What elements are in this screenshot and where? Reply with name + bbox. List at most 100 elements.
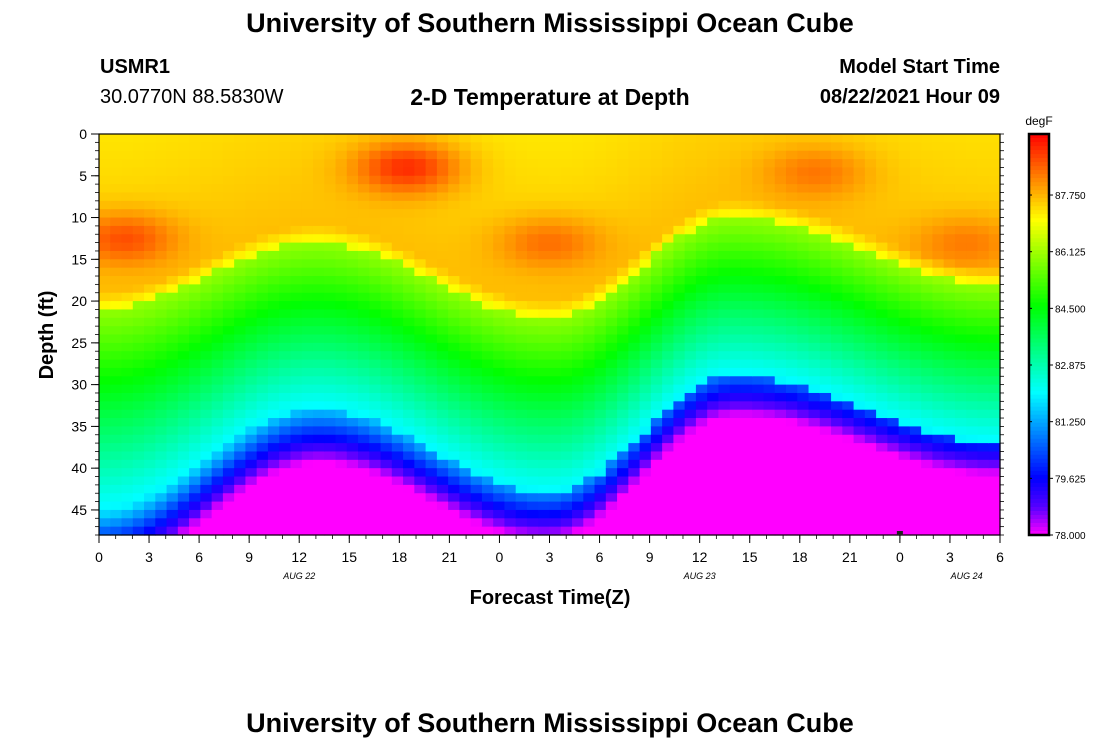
- heatmap-cell: [943, 426, 956, 436]
- heatmap-cell: [234, 476, 247, 486]
- heatmap-cell: [391, 200, 404, 210]
- heatmap-cell: [594, 359, 607, 369]
- heatmap-cell: [380, 284, 393, 294]
- heatmap-cell: [436, 509, 449, 519]
- heatmap-cell: [335, 518, 348, 528]
- heatmap-cell: [887, 276, 900, 285]
- heatmap-cell: [583, 242, 596, 252]
- heatmap-cell: [628, 376, 641, 386]
- heatmap-cell: [290, 317, 303, 327]
- heatmap-cell: [887, 200, 900, 210]
- heatmap-cell: [189, 150, 201, 160]
- heatmap-cell: [673, 242, 686, 252]
- heatmap-cell: [470, 351, 483, 361]
- heatmap-cell: [786, 409, 798, 419]
- heatmap-cell: [515, 409, 528, 419]
- heatmap-cell: [177, 134, 190, 143]
- heatmap-cell: [842, 317, 855, 327]
- colorbar-segment: [1029, 454, 1049, 460]
- heatmap-cell: [887, 284, 900, 294]
- heatmap-cell: [797, 209, 810, 219]
- heatmap-cell: [729, 167, 742, 177]
- heatmap-cell: [335, 392, 348, 402]
- heatmap-cell: [200, 484, 213, 494]
- heatmap-cell: [988, 192, 1001, 202]
- heatmap-cell: [605, 493, 618, 503]
- heatmap-cell: [481, 342, 494, 352]
- heatmap-cell: [189, 434, 201, 444]
- heatmap-cell: [155, 392, 168, 402]
- heatmap-cell: [166, 376, 179, 386]
- heatmap-cell: [301, 493, 314, 503]
- heatmap-cell: [436, 175, 449, 185]
- heatmap-cell: [312, 267, 325, 277]
- colorbar-segment: [1029, 530, 1049, 536]
- heatmap-cell: [470, 292, 483, 302]
- heatmap-cell: [549, 493, 562, 503]
- heatmap-cell: [639, 392, 652, 402]
- heatmap-cell: [166, 134, 179, 143]
- heatmap-cell: [436, 134, 449, 143]
- heatmap-cell: [425, 159, 438, 169]
- heatmap-cell: [605, 468, 618, 478]
- heatmap-cell: [718, 217, 731, 227]
- heatmap-cell: [650, 242, 663, 252]
- heatmap-cell: [538, 334, 551, 344]
- heatmap-cell: [481, 334, 494, 344]
- heatmap-cell: [403, 443, 415, 453]
- heatmap-cell: [369, 376, 382, 386]
- heatmap-cell: [797, 234, 810, 244]
- heatmap-cell: [729, 276, 742, 285]
- heatmap-cell: [538, 443, 551, 453]
- heatmap-cell: [189, 209, 201, 219]
- heatmap-cell: [740, 367, 753, 377]
- heatmap-cell: [740, 267, 753, 277]
- heatmap-cell: [436, 476, 449, 486]
- heatmap-cell: [549, 476, 562, 486]
- heatmap-cell: [335, 434, 348, 444]
- heatmap-cell: [797, 184, 810, 194]
- heatmap-cell: [155, 234, 168, 244]
- heatmap-cell: [279, 175, 292, 185]
- heatmap-cell: [943, 134, 956, 143]
- heatmap-cell: [560, 317, 573, 327]
- heatmap-cell: [189, 192, 201, 202]
- heatmap-cell: [279, 384, 292, 394]
- heatmap-cell: [695, 234, 708, 244]
- heatmap-cell: [909, 392, 922, 402]
- heatmap-cell: [718, 142, 731, 152]
- heatmap-cell: [200, 175, 213, 185]
- heatmap-cell: [245, 509, 258, 519]
- heatmap-cell: [774, 376, 787, 386]
- heatmap-cell: [707, 175, 720, 185]
- heatmap-cell: [504, 167, 517, 177]
- heatmap-cell: [425, 234, 438, 244]
- heatmap-cell: [707, 434, 720, 444]
- heatmap-cell: [189, 367, 201, 377]
- heatmap-cell: [752, 376, 765, 386]
- heatmap-cell: [200, 184, 213, 194]
- heatmap-cell: [481, 267, 494, 277]
- heatmap-cell: [358, 159, 370, 169]
- heatmap-cell: [729, 301, 742, 311]
- heatmap-cell: [425, 426, 438, 436]
- heatmap-cell: [943, 451, 956, 461]
- heatmap-cell: [177, 242, 190, 252]
- heatmap-cell: [594, 167, 607, 177]
- heatmap-cell: [617, 359, 629, 369]
- heatmap-cell: [99, 484, 111, 494]
- heatmap-cell: [121, 309, 134, 319]
- heatmap-cell: [549, 167, 562, 177]
- heatmap-cell: [763, 476, 776, 486]
- heatmap-cell: [605, 359, 618, 369]
- heatmap-cell: [774, 301, 787, 311]
- heatmap-cell: [763, 493, 776, 503]
- heatmap-cell: [921, 250, 934, 260]
- heatmap-cell: [932, 250, 945, 260]
- heatmap-cell: [662, 451, 674, 461]
- heatmap-cell: [943, 526, 956, 536]
- heatmap-cell: [538, 484, 551, 494]
- heatmap-cell: [831, 217, 843, 227]
- heatmap-cell: [391, 359, 404, 369]
- heatmap-cell: [256, 426, 269, 436]
